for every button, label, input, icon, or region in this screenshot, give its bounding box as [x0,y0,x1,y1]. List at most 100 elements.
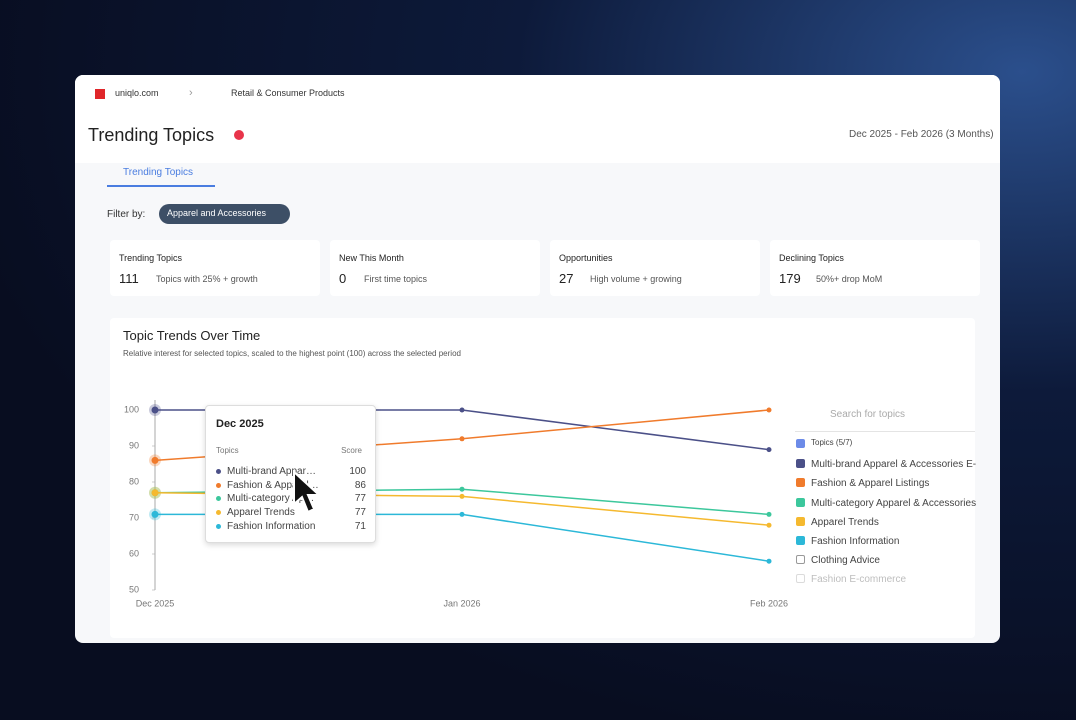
tooltip-col: Topics [216,446,239,455]
legend-header: Topics (5/7) [811,438,853,447]
tooltip-dot [216,469,221,474]
x-tick-label: Jan 2026 [443,598,480,608]
tooltip-dot [216,510,221,516]
point [459,511,465,517]
stat-card [550,240,760,296]
y-tick-label: 70 [129,512,139,522]
x-tick-label: Dec 2025 [136,598,175,608]
stat-card [330,240,540,296]
tooltip-dot [216,496,221,502]
y-tick-label: 50 [129,584,139,594]
point [766,407,772,413]
top-bar [75,75,1000,163]
stat-desc: First time topics [364,274,428,284]
legend-label: Fashion & Apparel Listings [811,478,930,490]
y-tick-label: 90 [129,440,139,450]
legend-label: Fashion Information [811,536,900,548]
point [151,456,159,464]
site-logo [95,89,105,99]
legend-all [796,439,805,448]
page-title: Trending Topics [88,125,215,145]
point [766,558,772,564]
search-input[interactable]: Search for topics [830,409,906,420]
point [766,522,772,528]
tooltip-row: Apparel Trends 77 [216,507,366,520]
stat-value: 179 [779,271,801,286]
stat-label: Trending Topics [119,253,183,263]
industry[interactable]: Retail & Consumer Products [231,88,345,98]
legend-label: Multi-brand Apparel & Accessories E-comm… [811,459,976,470]
tooltip-score: 86 [354,479,366,491]
stat-label: New This Month [339,253,404,263]
point [151,406,159,414]
legend-box [796,555,805,564]
tooltip-score: 77 [354,493,366,505]
search-box [795,398,975,432]
tab-underline [107,185,215,187]
legend-box [796,459,805,468]
y-tick-label: 80 [129,476,139,486]
legend-label: Clothing Advice [811,555,880,566]
stat-card [770,240,980,296]
point [766,511,772,517]
tooltip-col: Score [341,446,362,455]
tooltip-score: 100 [349,466,366,477]
stat-desc: 50%+ drop MoM [816,274,883,284]
chart-subtitle: Relative interest for selected topics, s… [123,349,461,358]
stat-value: 0 [339,271,347,286]
legend-box [796,497,805,507]
legend-item[interactable]: Fashion & Apparel Listings [796,478,976,489]
legend-label: Apparel Trends [811,516,879,528]
cursor [293,470,322,514]
stat-card [110,240,320,296]
legend-item[interactable]: Fashion Information [796,536,976,547]
y-tick-label: 100 [124,404,139,414]
tooltip-row: Multi-category Apparel & Accessories77 [216,493,366,506]
app-window: uniqlo.com › Retail & Consumer Products … [75,75,1000,643]
tooltip: Dec 2025 Topics Score Multi-brand Appare… [205,405,376,543]
tooltip-row: Multi-brand Apparel & Accessories E-comm… [216,466,366,479]
tooltip-row: Fashion & Apparel Listings86 [216,480,366,493]
stat-value: 27 [559,271,574,286]
stat-label: Opportunities [559,253,613,263]
chart-title: Topic Trends Over Time [123,328,261,343]
tooltip-dot [216,523,221,529]
legend-label: Fashion E-commerce [811,574,907,586]
site[interactable]: uniqlo.com [115,88,159,98]
point [459,493,465,499]
point [766,447,772,453]
legend-item[interactable]: Multi-brand Apparel & Accessories E-comm… [796,459,976,470]
legend-item[interactable]: Multi-category Apparel & Accessories [796,497,976,509]
tooltip-topic: Fashion Information [227,520,316,532]
stat-desc: Topics with 25% + growth [156,274,258,284]
tooltip-score: 77 [354,507,366,519]
tab[interactable]: Trending Topics [123,167,194,178]
x-tick-label: Feb 2026 [750,598,788,608]
stat-label: Declining Topics [779,253,844,263]
point [151,489,159,497]
legend-item[interactable]: Apparel Trends [796,516,976,528]
stat-desc: High volume + growing [590,274,682,284]
filter-label: Filter by: [107,209,146,220]
legend-box [796,536,805,546]
legend-box [796,478,805,488]
stat-value: 111 [119,271,139,286]
tooltip-row: Fashion Information 71 [216,521,366,534]
legend-item[interactable]: Clothing Advice [796,555,880,566]
legend-box [796,516,805,526]
point [459,407,465,413]
legend-label: Multi-category Apparel & Accessories [811,497,976,509]
filter-chip[interactable]: Apparel and Accessories [159,204,291,224]
flag [234,130,244,140]
tooltip-title: Dec 2025 [216,418,264,430]
tooltip-dot [216,482,221,488]
point [459,436,465,442]
breadcrumb-sep: › [189,87,193,99]
tooltip-score: 71 [354,520,366,532]
date-range[interactable]: Dec 2025 - Feb 2026 (3 Months) [849,129,994,140]
legend-box [796,574,805,584]
legend-item[interactable]: Fashion E-commerce [796,574,906,585]
point [459,486,465,492]
